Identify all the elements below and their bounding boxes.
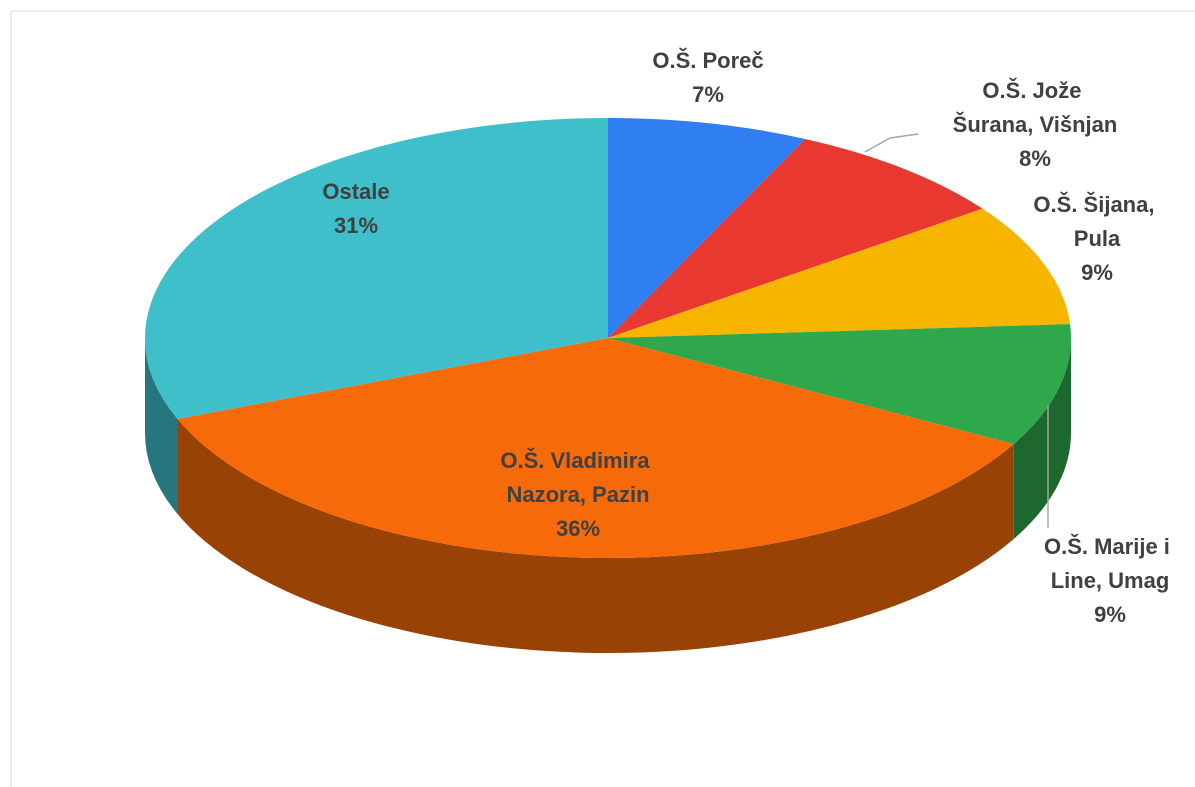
- slice-label: O.Š. Šijana, Pula: [1033, 192, 1160, 251]
- slice: [608, 324, 1071, 444]
- slice-value-label: 9%: [1081, 260, 1113, 285]
- slice: [177, 338, 1014, 558]
- slice-side: [145, 338, 178, 514]
- slice-label: O.Š. Poreč: [652, 48, 763, 73]
- slice-side: [177, 418, 1014, 653]
- leader-line: [864, 133, 919, 153]
- slice-label: O.Š. Marije i Line, Umag: [1044, 534, 1176, 593]
- slice: [608, 138, 983, 338]
- slice: [608, 118, 806, 338]
- slice-value-label: 9%: [1094, 602, 1126, 627]
- slice-label: O.Š. Vladimira Nazora, Pazin: [500, 448, 655, 507]
- pie: [145, 118, 1071, 653]
- slice-value-label: 36%: [556, 516, 600, 541]
- slice-side: [1013, 338, 1071, 539]
- slice-value-label: 31%: [334, 213, 378, 238]
- slice: [608, 208, 1071, 338]
- slice-value-label: 7%: [692, 82, 724, 107]
- slice-label: Ostale: [322, 179, 389, 204]
- slice-value-label: 8%: [1019, 146, 1051, 171]
- labels: O.Š. Poreč 7% O.Š. Jože Šurana, Višnjan 8% O…: [322, 48, 1176, 627]
- slice: [145, 118, 609, 419]
- slice-label: O.Š. Jože Šurana, Višnjan: [953, 78, 1118, 137]
